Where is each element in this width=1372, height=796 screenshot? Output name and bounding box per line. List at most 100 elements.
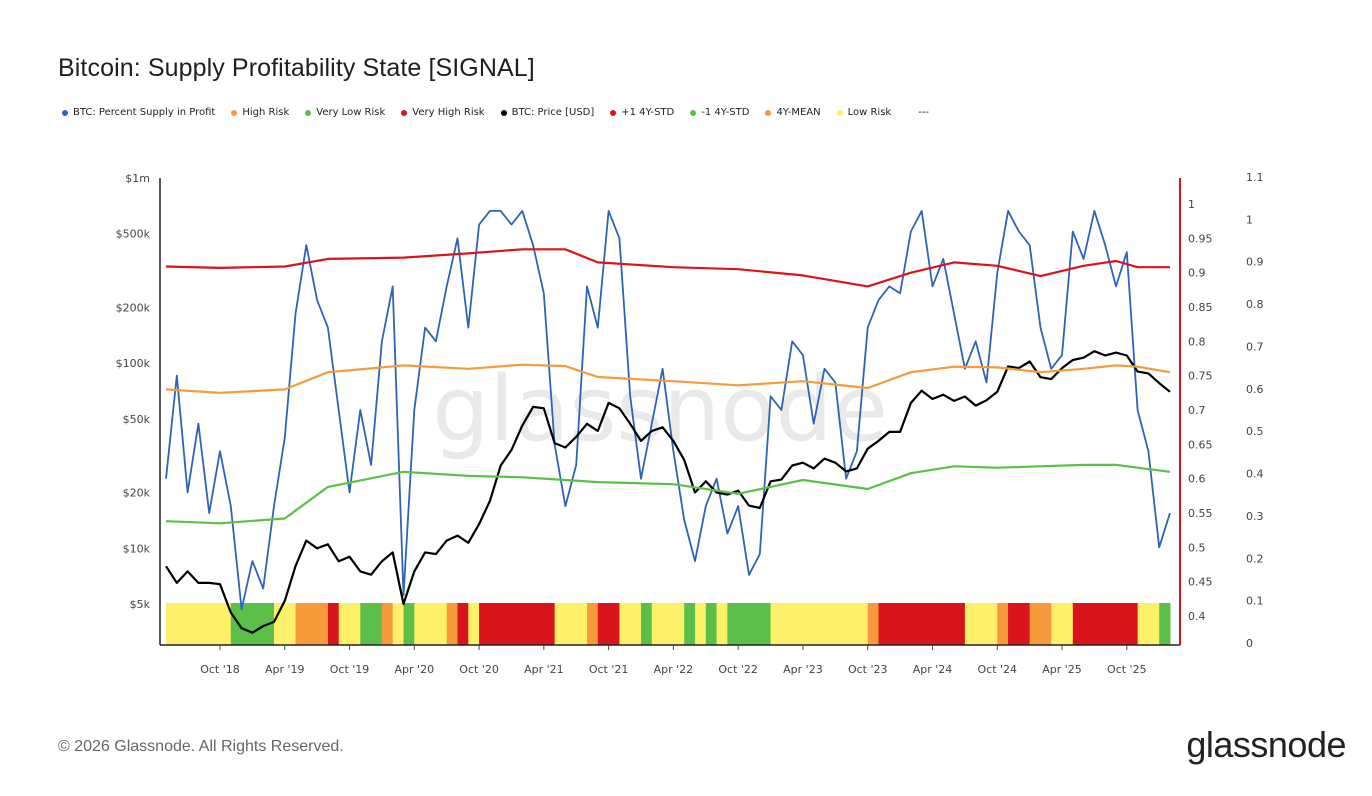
legend-item[interactable]: BTC: Price [USD] <box>500 107 595 118</box>
series-line-1-4y-std <box>165 248 1170 288</box>
signal-band-segment <box>273 603 297 645</box>
signal-band-segment <box>327 603 340 645</box>
signal-band-segment <box>716 603 728 645</box>
x-tick-label: Oct '25 <box>1107 663 1147 676</box>
legend-item[interactable]: +1 4Y-STD <box>610 107 674 118</box>
signal-band-segment <box>694 603 707 645</box>
glassnode-logo: glassnode <box>1186 724 1346 765</box>
x-tick-label: Oct '23 <box>848 663 888 676</box>
x-tick-label: Apr '24 <box>913 663 953 676</box>
legend-label: BTC: Price [USD] <box>511 107 595 118</box>
legend-item[interactable]: Very High Risk <box>401 107 485 118</box>
signal-band-segment <box>338 603 361 645</box>
y-right-tick-label: 0.6 <box>1246 383 1264 396</box>
chart-title: Bitcoin: Supply Profitability State [SIG… <box>58 54 535 82</box>
legend-item[interactable]: BTC: Percent Supply in Profit <box>62 107 215 118</box>
x-tick-label: Oct '24 <box>977 663 1017 676</box>
y-left-tick-label: $50k <box>123 413 151 426</box>
signal-band-segment <box>554 603 588 645</box>
signal-band-segment <box>1051 603 1074 645</box>
y-middle-tick-label: 0.6 <box>1188 473 1206 486</box>
legend-label: Very High Risk <box>412 107 485 118</box>
legend-label: Very Low Risk <box>316 107 386 118</box>
y-middle-tick-label: 0.75 <box>1188 370 1213 383</box>
y-right-tick-label: 1.1 <box>1246 171 1264 184</box>
signal-band-segment <box>651 603 685 645</box>
signal-band-segment <box>1029 603 1052 645</box>
signal-band-segment <box>166 603 232 645</box>
legend-marker-icon <box>231 109 238 116</box>
legend-marker-icon <box>690 109 697 116</box>
signal-band-segment <box>997 603 1009 645</box>
signal-band-segment <box>403 603 415 645</box>
signal-band-segment <box>964 603 998 645</box>
y-middle-tick-label: 0.9 <box>1188 267 1206 280</box>
legend-marker-icon <box>305 109 312 116</box>
legend-label: -1 4Y-STD <box>701 107 750 118</box>
signal-band-segment <box>414 603 448 645</box>
signal-band-segment <box>770 603 869 645</box>
legend-item[interactable]: -1 4Y-STD <box>690 107 749 118</box>
signal-band-segment <box>360 603 383 645</box>
x-tick-label: Oct '22 <box>718 663 758 676</box>
y-right-tick-label: 0.1 <box>1246 595 1264 608</box>
signal-band-segment <box>1137 603 1160 645</box>
signal-band-segment <box>457 603 469 645</box>
y-right-tick-label: 0.8 <box>1246 298 1264 311</box>
y-right-tick-label: 0.7 <box>1246 340 1264 353</box>
y-right-tick-label: 0.9 <box>1246 256 1264 269</box>
signal-band-segment <box>878 603 966 645</box>
series-line-btc-price-usd <box>165 350 1171 634</box>
y-left-tick-label: $200k <box>116 301 151 314</box>
legend-item[interactable]: Very Low Risk <box>305 107 385 118</box>
x-tick-label: Oct '18 <box>200 663 240 676</box>
y-left-tick-label: $500k <box>116 228 151 241</box>
y-middle-tick-label: 0.55 <box>1188 507 1213 520</box>
series-line-4y-mean <box>165 363 1171 394</box>
legend-marker-icon <box>765 109 772 116</box>
signal-band-segment <box>392 603 405 645</box>
signal-band-segment <box>1072 603 1139 645</box>
y-middle-tick-label: 0.7 <box>1188 404 1206 417</box>
y-middle-tick-label: 0.8 <box>1188 335 1206 348</box>
y-middle-tick-label: 1 <box>1188 198 1195 211</box>
legend-label: --- <box>918 107 930 118</box>
x-tick-label: Apr '22 <box>654 663 694 676</box>
legend: BTC: Percent Supply in Profit High Risk Ve… <box>62 107 945 118</box>
legend-marker-icon <box>500 109 507 116</box>
x-tick-label: Apr '23 <box>783 663 823 676</box>
y-middle-tick-label: 0.85 <box>1188 301 1213 314</box>
signal-band-segment <box>1159 603 1171 645</box>
x-tick-label: Oct '21 <box>589 663 629 676</box>
signal-band-segment <box>295 603 329 645</box>
legend-label: High Risk <box>242 107 290 118</box>
x-tick-label: Apr '19 <box>265 663 305 676</box>
x-tick-label: Apr '21 <box>524 663 564 676</box>
y-left-tick-label: $10k <box>123 542 151 555</box>
legend-item[interactable]: --- <box>907 107 929 118</box>
y-middle-tick-label: 0.5 <box>1188 541 1206 554</box>
legend-label: BTC: Percent Supply in Profit <box>73 107 216 118</box>
x-tick-label: Oct '20 <box>459 663 499 676</box>
signal-band-segment <box>619 603 642 645</box>
y-right-tick-label: 0.4 <box>1246 468 1264 481</box>
y-right-tick-label: 0 <box>1246 637 1253 650</box>
legend-item[interactable]: High Risk <box>231 107 289 118</box>
series-line-btc-percent-supply-in-profit <box>165 209 1171 610</box>
legend-label: 4Y-MEAN <box>776 107 821 118</box>
legend-item[interactable]: Low Risk <box>836 107 891 118</box>
y-right-tick-label: 0.5 <box>1246 425 1264 438</box>
signal-band-segment <box>479 603 556 645</box>
x-tick-label: Oct '19 <box>330 663 370 676</box>
y-middle-tick-label: 0.45 <box>1188 576 1213 589</box>
signal-band-segment <box>587 603 599 645</box>
signal-band-segment <box>446 603 458 645</box>
y-left-tick-label: $1m <box>125 172 150 185</box>
legend-item[interactable]: 4Y-MEAN <box>765 107 821 118</box>
y-right-tick-label: 0.3 <box>1246 510 1264 523</box>
y-middle-tick-label: 0.4 <box>1188 610 1206 623</box>
signal-band-segment <box>705 603 718 645</box>
signal-band-segment <box>1008 603 1031 645</box>
watermark-text: glassnode <box>432 357 888 462</box>
